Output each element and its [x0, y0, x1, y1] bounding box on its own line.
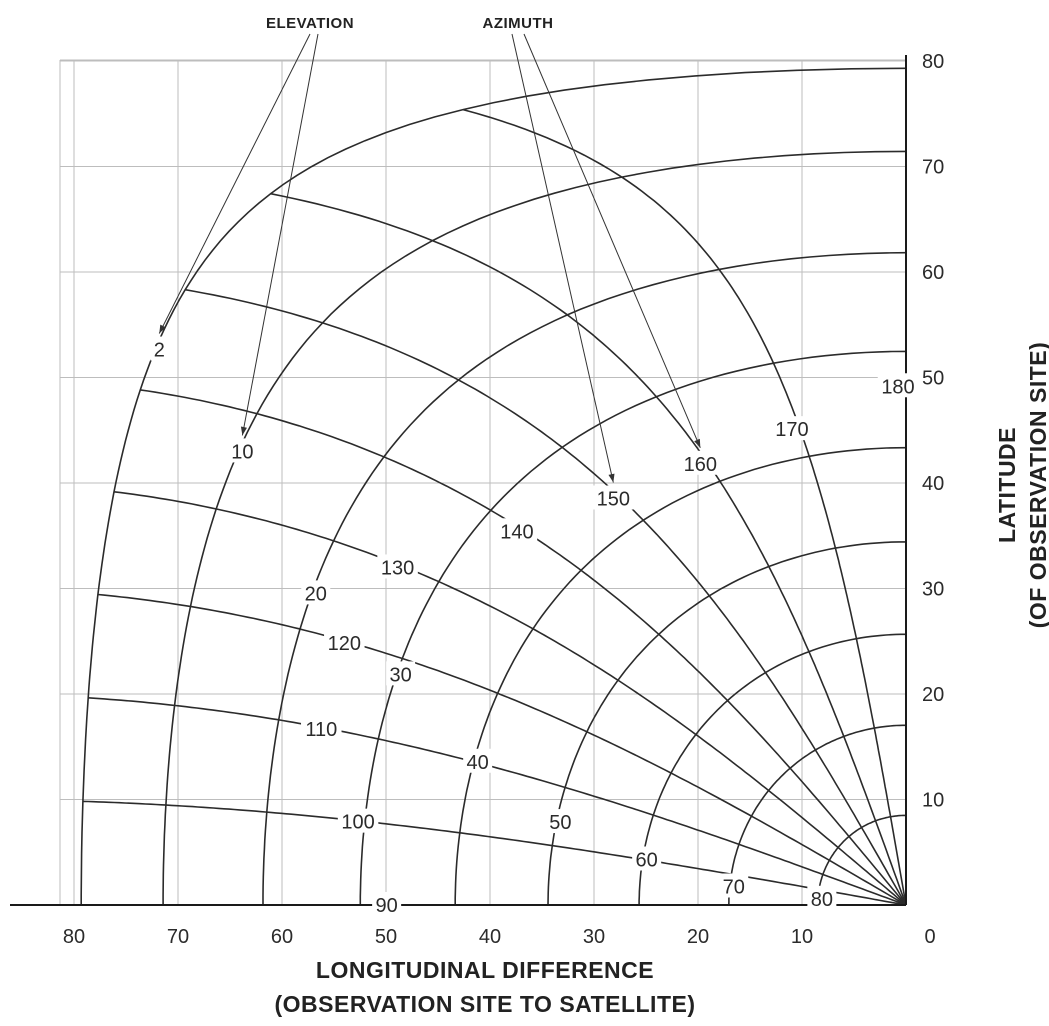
azimuth-label-160: 160: [684, 454, 717, 476]
elevation-label-10: 10: [231, 441, 253, 463]
azimuth-label-140: 140: [500, 521, 533, 543]
curve-labels: 2 10 20 30 40 50 60 70 80 90 100 110 120 130 140 150 160…: [150, 336, 919, 917]
x-tick-labels: 80 70 60 50 40 30 20 10 0: [63, 926, 936, 948]
elevation-curve-70: [728, 724, 906, 906]
elevation-label-30: 30: [389, 664, 411, 686]
elevation-label-50-bg: [545, 809, 575, 834]
azimuth-curve-120: [97, 593, 907, 906]
azimuth-curve-160: [270, 192, 907, 906]
x-tick-label-40: 40: [479, 926, 501, 948]
x-tick-label-0: 0: [924, 926, 935, 948]
azimuth-curve-140: [140, 389, 907, 906]
callouts: ELEVATION AZIMUTH: [158, 15, 701, 483]
y-tick-label-50: 50: [922, 368, 944, 390]
x-tick-label-10: 10: [791, 926, 813, 948]
azimuth-label-100-bg: [337, 808, 379, 833]
azimuth-curve-130: [113, 491, 907, 906]
azimuth-label-120-bg: [324, 630, 365, 655]
x-tick-label-80: 80: [63, 926, 85, 948]
azimuth-label-130-bg: [377, 554, 418, 579]
elevation-label-30-bg: [386, 661, 416, 686]
azimuth-label-140-bg: [496, 518, 538, 543]
grid: [59, 59, 906, 905]
azimuth-curves: [81, 68, 907, 906]
azimuth-label-120: 120: [328, 633, 361, 655]
x-tick-label-50: 50: [375, 926, 397, 948]
elevation-leader-2: [158, 33, 311, 334]
elevation-label-20: 20: [305, 583, 327, 605]
elevation-label-60: 60: [636, 850, 658, 872]
elevation-leader-10: [241, 33, 319, 436]
azimuth-label-90: 90: [376, 895, 398, 917]
elevation-label-40-bg: [463, 748, 493, 773]
y-tick-label-20: 20: [922, 684, 944, 706]
y-axis-subtitle: (OF OBSERVATION SITE): [1025, 342, 1049, 629]
azimuth-label-90-bg: [372, 892, 402, 916]
elevation-curves: [80, 67, 907, 906]
azimuth-label-130: 130: [381, 557, 414, 579]
y-tick-label-60: 60: [922, 262, 944, 284]
elevation-label-70: 70: [723, 876, 745, 898]
elevation-callout-label: ELEVATION: [266, 15, 354, 32]
elevation-label-2-bg: [150, 336, 169, 361]
azimuth-curve-110: [88, 697, 907, 906]
y-tick-label-30: 30: [922, 579, 944, 601]
azimuth-label-170: 170: [775, 419, 808, 441]
elevation-curve-40: [454, 446, 907, 905]
y-tick-label-80: 80: [922, 51, 944, 73]
elevation-curve-60: [638, 633, 906, 905]
azimuth-label-110-bg: [301, 715, 342, 740]
x-tick-label-30: 30: [583, 926, 605, 948]
azimuth-callout-label: AZIMUTH: [483, 15, 554, 32]
azimuth-leader-160-arrowhead: [694, 438, 701, 448]
elevation-label-20-bg: [301, 580, 331, 605]
azimuth-leader-160: [523, 33, 701, 448]
elevation-label-80: 80: [811, 889, 833, 911]
y-tick-labels: 10 20 30 40 50 60 70 80: [922, 51, 944, 812]
azimuth-curve-170: [462, 108, 907, 906]
elevation-leader-10-arrowhead: [240, 426, 247, 436]
elevation-label-50: 50: [549, 812, 571, 834]
azimuth-label-150-bg: [593, 485, 634, 510]
elevation-curve-2: [80, 67, 907, 905]
axes: [10, 55, 907, 906]
elevation-label-2: 2: [154, 340, 165, 362]
elevation-label-70-bg: [719, 873, 749, 898]
elevation-label-40: 40: [467, 752, 489, 774]
x-axis-title: LONGITUDINAL DIFFERENCE: [316, 957, 654, 983]
x-axis-subtitle: (OBSERVATION SITE TO SATELLITE): [275, 991, 696, 1017]
azimuth-label-160-bg: [680, 450, 721, 475]
x-tick-label-70: 70: [167, 926, 189, 948]
elevation-label-80-bg: [807, 885, 837, 910]
azimuth-curve-100: [82, 800, 907, 906]
elevation-label-60-bg: [632, 846, 662, 871]
azimuth-leader-150: [511, 33, 614, 483]
y-tick-label-70: 70: [922, 157, 944, 179]
elevation-label-10-bg: [227, 438, 257, 463]
azimuth-label-180: 180: [881, 376, 914, 398]
azimuth-label-100: 100: [341, 812, 374, 834]
x-tick-label-60: 60: [271, 926, 293, 948]
azimuth-label-180-bg: [877, 373, 919, 398]
elevation-curve-80: [816, 814, 906, 905]
elevation-leader-2-arrowhead: [159, 324, 166, 334]
azimuth-leader-150-arrowhead: [608, 473, 615, 483]
azimuth-curve-150: [185, 288, 907, 906]
elevation-curve-20: [262, 251, 907, 905]
y-tick-label-40: 40: [922, 473, 944, 495]
elevation-curve-30: [359, 350, 907, 905]
azimuth-label-170-bg: [771, 416, 813, 441]
x-tick-label-20: 20: [687, 926, 709, 948]
y-tick-label-10: 10: [922, 790, 944, 812]
elevation-curve-50: [547, 541, 906, 906]
azimuth-label-110: 110: [305, 719, 337, 741]
y-axis-title: LATITUDE: [994, 427, 1020, 543]
azimuth-label-150: 150: [597, 489, 630, 511]
